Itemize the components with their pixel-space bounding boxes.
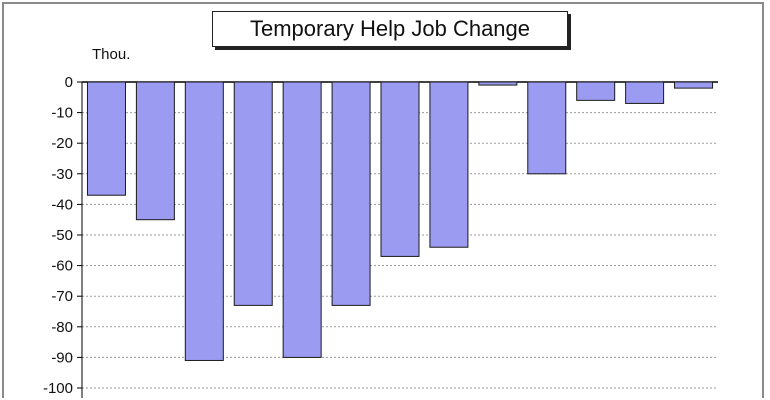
bar [135,81,175,221]
y-tick-label: -60 [51,258,73,275]
chart-title: Temporary Help Job Change [212,11,568,47]
bar [331,81,371,306]
bar [478,81,518,86]
bar [527,81,567,175]
y-unit-label: Thou. [92,46,131,63]
y-tick-label: -30 [51,166,73,183]
y-tick-label: -80 [51,319,73,336]
bar [86,81,126,196]
bar [282,81,322,358]
bar [233,81,273,306]
bar [429,81,469,248]
y-tick-label: -20 [51,135,73,152]
y-tick-label: -70 [51,288,73,305]
y-tick-label: -90 [51,349,73,366]
y-tick-label: -100 [43,380,73,397]
y-tick-label: -50 [51,227,73,244]
bar [625,81,665,104]
bar [674,81,714,89]
bars [86,81,714,361]
bar [184,81,224,361]
bar [380,81,420,257]
y-tick-label: 0 [65,74,73,91]
bar [576,81,616,101]
y-tick-label: -10 [51,105,73,122]
y-tick-label: -40 [51,196,73,213]
